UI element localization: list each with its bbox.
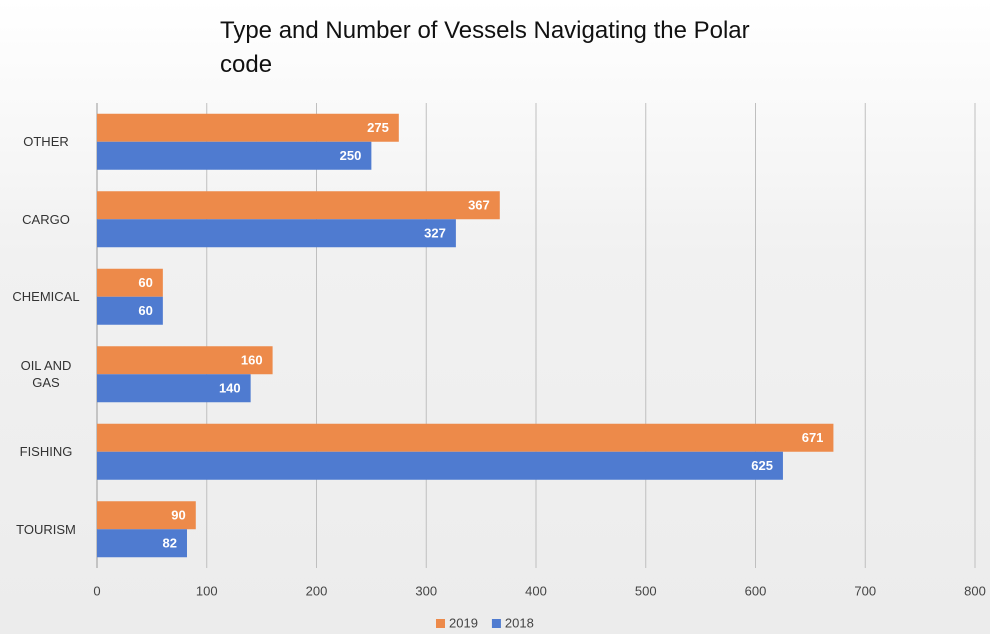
- legend-label: 2019: [449, 615, 478, 630]
- x-tick-label: 800: [964, 583, 986, 598]
- y-tick-label: OIL AND GAS: [20, 358, 72, 391]
- data-label: 275: [367, 120, 389, 135]
- data-label: 82: [163, 536, 177, 551]
- data-label: 671: [802, 430, 824, 445]
- x-tick-label: 200: [306, 583, 328, 598]
- bar: [97, 141, 372, 170]
- bar: [97, 296, 163, 325]
- x-tick-label: 600: [745, 583, 767, 598]
- data-label: 625: [751, 458, 773, 473]
- x-tick-label: 100: [196, 583, 218, 598]
- y-tick-label: FISHING: [19, 444, 73, 460]
- data-label: 90: [171, 508, 185, 523]
- x-tick-label: 700: [854, 583, 876, 598]
- data-label: 60: [138, 275, 152, 290]
- y-tick-label: CHEMICAL: [12, 289, 80, 305]
- legend-swatch: [491, 619, 501, 628]
- bar: [97, 501, 196, 530]
- bar: [97, 113, 399, 142]
- chart-title: Type and Number of Vessels Navigating th…: [220, 17, 750, 78]
- data-label: 327: [424, 226, 446, 241]
- bar: [97, 423, 834, 452]
- y-tick-label: TOURISM: [16, 521, 76, 537]
- bar: [97, 451, 783, 480]
- bar: [97, 219, 456, 248]
- data-label: 60: [138, 303, 152, 318]
- bar: [97, 268, 163, 297]
- y-tick-label: OTHER: [23, 134, 69, 150]
- x-tick-label: 0: [93, 583, 100, 598]
- bar: [97, 346, 273, 375]
- bar: [97, 374, 251, 403]
- data-label: 367: [468, 198, 490, 213]
- data-label: 140: [219, 381, 241, 396]
- bar: [97, 529, 187, 558]
- data-label: 160: [241, 353, 263, 368]
- data-label: 250: [340, 148, 362, 163]
- bar: [97, 191, 500, 220]
- x-tick-label: 500: [635, 583, 657, 598]
- x-tick-label: 300: [415, 583, 437, 598]
- legend-label: 2018: [505, 615, 534, 630]
- legend-swatch: [436, 619, 445, 628]
- x-tick-label: 400: [525, 583, 547, 598]
- y-tick-label: CARGO: [22, 211, 70, 227]
